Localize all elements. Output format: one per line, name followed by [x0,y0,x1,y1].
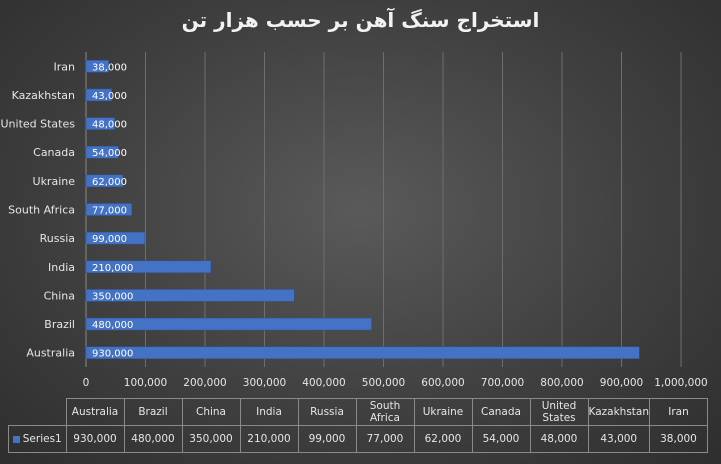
data-table-value: 99,000 [297,425,357,453]
data-label: 350,000 [92,291,133,302]
data-table-category: United States [529,398,589,426]
data-label: 480,000 [92,320,133,331]
data-table-value: 38,000 [649,425,708,453]
bar [85,231,146,245]
plot-area: 0 100,000 200,000 300,000 400,000 500,000 600,… [1,52,708,389]
data-label: 210,000 [92,263,133,274]
bar [85,289,295,302]
data-table-category: Canada [471,398,531,426]
data-label: 54,000 [92,148,127,159]
x-tick-label: 300,000 [243,377,286,389]
data-table-value: 350,000 [181,425,241,453]
series-name: Series1 [22,433,62,445]
data-table-series-cell: Series1 [8,425,67,453]
category-label: China [44,289,75,302]
x-tick-label: 0 [83,377,90,389]
data-table-values-row: Series1 930,000 480,000 350,000 210,000 99,0… [8,425,708,453]
data-label: 99,000 [92,234,127,245]
x-tick-label: 1,000,000 [654,377,707,389]
x-tick-label: 600,000 [421,377,464,389]
data-table-category: Kazakhstan [587,398,650,426]
x-tick-label: 800,000 [540,377,583,389]
category-label: Australia [26,347,75,360]
category-label: India [48,261,75,274]
data-table-category: Australia [65,398,125,426]
bar [85,174,124,188]
bar [85,145,119,159]
data-table-category: Russia [297,398,357,426]
bar [85,60,109,73]
data-table-value: 210,000 [239,425,299,453]
data-table-value: 43,000 [587,425,650,453]
bar [85,203,133,216]
bar [85,117,115,130]
data-table-header-row: Australia Brazil China India Russia South Afr… [8,398,708,426]
data-table-category: Brazil [123,398,183,426]
data-table: Australia Brazil China India Russia South Afr… [8,398,708,453]
legend-key-icon [12,435,20,443]
data-label: 62,000 [92,177,127,188]
data-label: 43,000 [92,91,127,102]
bar [85,317,372,331]
data-table-value: 62,000 [413,425,473,453]
category-label: Ukraine [33,175,76,188]
bar [85,346,640,359]
x-tick-label: 400,000 [302,377,345,389]
x-tick-label: 100,000 [124,377,167,389]
category-label: Kazakhstan [12,89,75,102]
data-table-category: Ukraine [413,398,473,426]
x-tick-label: 500,000 [362,377,405,389]
category-label: Russia [40,232,75,245]
data-table-category: India [239,398,299,426]
data-table-category: China [181,398,241,426]
data-table-value: 930,000 [65,425,125,453]
bar [85,260,212,274]
data-table-corner [8,398,67,426]
bar [85,88,112,102]
category-label: Iran [54,60,76,73]
data-table-category: South Africa [355,398,415,426]
data-table-value: 77,000 [355,425,415,453]
category-label: South Africa [8,204,75,217]
category-label: Brazil [44,318,75,331]
x-tick-label: 900,000 [600,377,643,389]
data-table-value: 48,000 [529,425,589,453]
data-label: 77,000 [92,206,127,217]
data-table-value: 480,000 [123,425,183,453]
data-table-value: 54,000 [471,425,531,453]
category-label: Canada [33,146,75,159]
data-label: 930,000 [92,349,133,360]
x-tick-label: 200,000 [183,377,226,389]
data-table-category: Iran [649,398,708,426]
x-tick-label: 700,000 [481,377,524,389]
category-label: United States [1,118,76,131]
data-label: 38,000 [92,62,127,73]
data-label: 48,000 [92,120,127,131]
chart-title: استخراج سنگ آهن بر حسب هزار تن [181,8,540,32]
